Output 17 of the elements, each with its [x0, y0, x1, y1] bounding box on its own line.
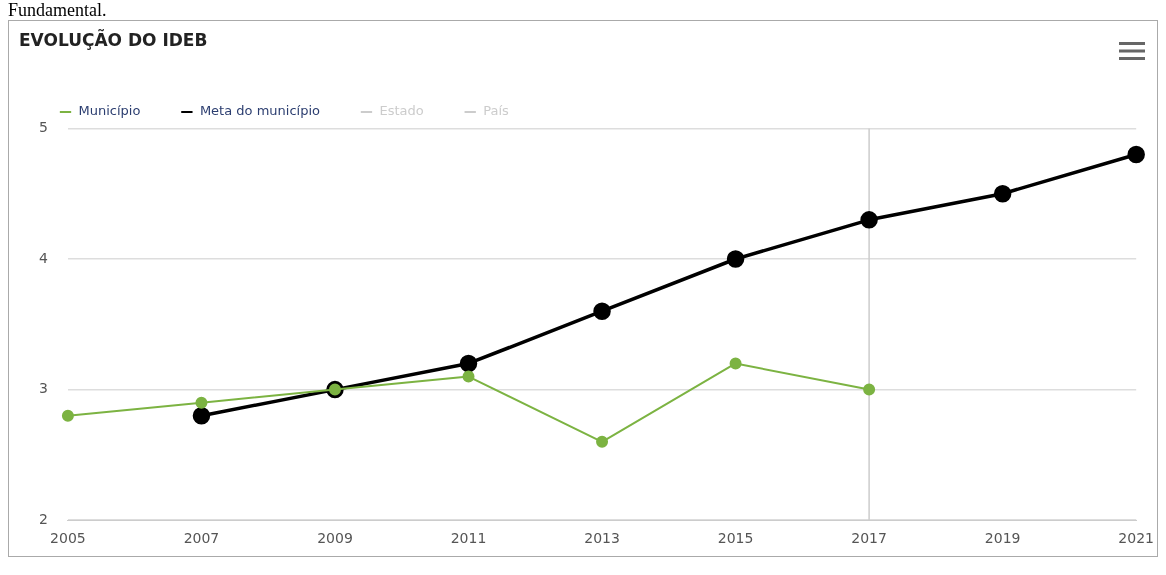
legend-label: Meta do município	[199, 103, 321, 119]
legend-label: Município	[78, 103, 141, 119]
y-tick-label: 5	[38, 119, 48, 136]
x-tick-label: 2009	[317, 530, 353, 547]
x-tick-label: 2019	[984, 530, 1021, 547]
x-tick-label: 2005	[50, 530, 86, 547]
text: Fundamental.	[8, 0, 108, 20]
x-tick-label: 2013	[584, 530, 620, 547]
x-tick-label: 2015	[717, 530, 754, 547]
y-tick-label: 4	[38, 249, 48, 266]
x-tick-label: 2011	[450, 530, 487, 547]
x-tick-label: 2017	[851, 530, 887, 547]
x-tick-label: 2021	[1118, 530, 1155, 547]
x-tick-label: 2007	[183, 530, 220, 547]
y-tick-label: 2	[38, 510, 48, 527]
y-tick-label: 3	[38, 380, 48, 397]
chart-title: EVOLUÇÃO DO IDEB	[19, 27, 208, 50]
